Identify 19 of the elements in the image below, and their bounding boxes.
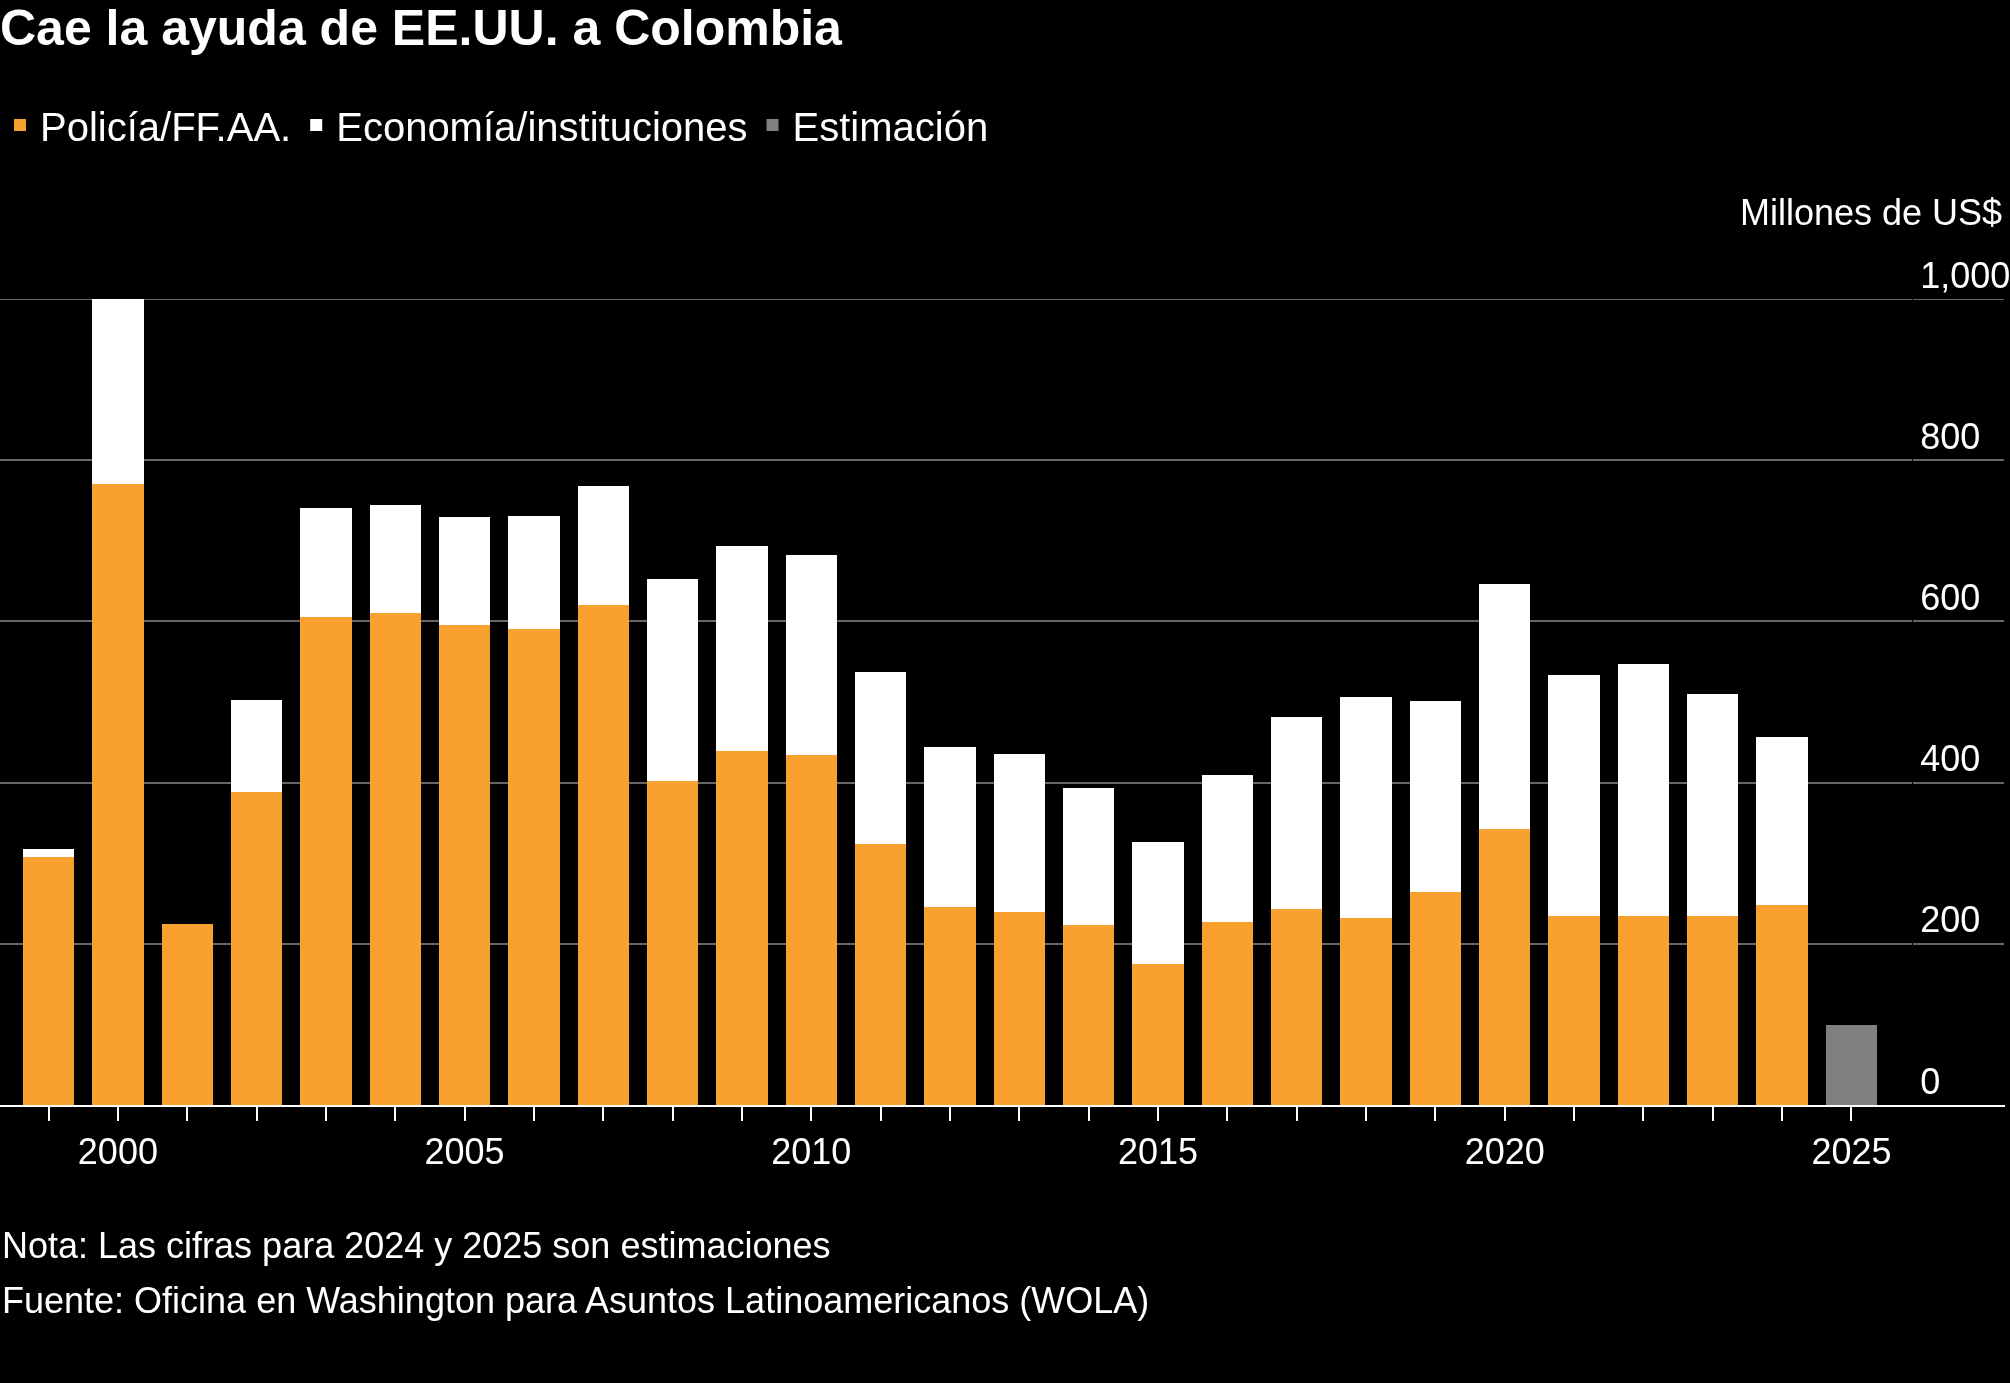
source-note: Fuente: Oficina en Washington para Asuntos Latinoamericanos (WOLA) bbox=[2, 1280, 1150, 1321]
legend-label: Estimación bbox=[792, 104, 989, 149]
x-tick-label: 2015 bbox=[1117, 1131, 1199, 1173]
legend-label: Economía/instituciones bbox=[336, 104, 748, 149]
y-tick-label: 400 bbox=[1920, 738, 1981, 780]
chart-title: Cae la ayuda de EE.UU. a Colombia bbox=[0, 0, 844, 56]
text: Nota: Las cifras para 2024 y 2025 son estimaciones bbox=[2, 1225, 831, 1266]
y-tick-label: 200 bbox=[1920, 899, 1981, 941]
x-tick-label: 2025 bbox=[1811, 1131, 1892, 1173]
y-axis-title: Millones de US$ bbox=[1740, 192, 2003, 233]
x-tick-label: 2020 bbox=[1464, 1131, 1545, 1173]
x-tick-label: 2005 bbox=[424, 1131, 505, 1173]
x-tick-label: 2000 bbox=[77, 1131, 158, 1173]
y-tick-label: 600 bbox=[1920, 577, 1981, 618]
y-tick-label: 800 bbox=[1920, 415, 1981, 457]
y-tick-label: 1,000 bbox=[1920, 254, 2010, 296]
legend-label: Policía/FF.AA. bbox=[40, 104, 292, 149]
y-tick-label: 0 bbox=[1920, 1060, 1941, 1102]
x-tick-label: 2010 bbox=[771, 1131, 852, 1173]
